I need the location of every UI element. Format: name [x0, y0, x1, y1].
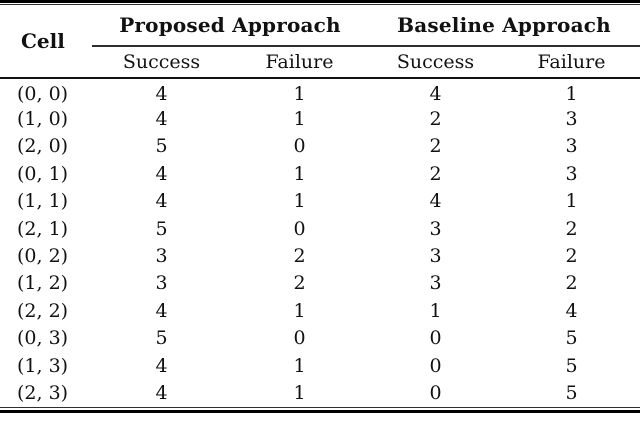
baseline-success-value: 3 [429, 245, 442, 268]
proposed-success-value: 4 [155, 190, 168, 213]
column-header-proposed-success: Success [92, 46, 231, 79]
proposed-failure-value: 1 [293, 190, 306, 213]
subheader-row: Success Failure Success Failure [0, 46, 640, 79]
proposed-success-value: 4 [155, 108, 168, 131]
table-row: (2, 2) 4 1 1 4 [0, 297, 640, 324]
cell-id: (0, 3) [17, 327, 69, 350]
table-row: (1, 2) 3 2 3 2 [0, 270, 640, 297]
baseline-failure-value: 3 [565, 162, 578, 185]
proposed-failure-value: 1 [293, 108, 306, 131]
baseline-success-value: 3 [429, 272, 442, 295]
column-group-baseline-approach: Baseline Approach [368, 5, 640, 47]
proposed-failure-value: 1 [293, 82, 306, 105]
bottom-rule [0, 406, 640, 413]
table-header: Cell Proposed Approach Baseline Approach… [0, 5, 640, 79]
baseline-failure-value: 4 [565, 299, 578, 322]
proposed-failure-value: 1 [293, 354, 306, 377]
proposed-failure-value: 0 [293, 217, 306, 240]
baseline-success-value: 0 [429, 327, 442, 350]
baseline-success-value: 2 [429, 135, 442, 158]
proposed-failure-value: 0 [293, 135, 306, 158]
cell-id: (1, 1) [17, 190, 69, 213]
baseline-failure-value: 3 [565, 108, 578, 131]
cell-id: (2, 3) [17, 381, 69, 404]
table-row: (0, 0) 4 1 4 1 [0, 78, 640, 105]
table-body: (0, 0) 4 1 4 1 (1, 0) 4 1 2 3 (2, 0) 5 0… [0, 78, 640, 407]
proposed-success-value: 4 [155, 162, 168, 185]
table-row: (1, 3) 4 1 0 5 [0, 352, 640, 379]
proposed-success-value: 4 [155, 381, 168, 404]
results-table: Cell Proposed Approach Baseline Approach… [0, 5, 640, 407]
table-row: (2, 1) 5 0 3 2 [0, 215, 640, 242]
baseline-success-value: 1 [429, 299, 442, 322]
cell-id: (1, 0) [17, 108, 69, 131]
table-row: (0, 2) 3 2 3 2 [0, 242, 640, 269]
baseline-failure-value: 2 [565, 272, 578, 295]
baseline-success-value: 4 [429, 190, 442, 213]
baseline-success-value: 4 [429, 82, 442, 105]
table-row: (1, 0) 4 1 2 3 [0, 105, 640, 132]
column-header-cell: Cell [0, 5, 92, 79]
proposed-success-value: 3 [155, 245, 168, 268]
table-row: (2, 0) 5 0 2 3 [0, 133, 640, 160]
baseline-failure-value: 5 [565, 327, 578, 350]
table-row: (2, 3) 4 1 0 5 [0, 379, 640, 406]
baseline-failure-value: 3 [565, 135, 578, 158]
table-row: (0, 1) 4 1 2 3 [0, 160, 640, 187]
baseline-failure-value: 2 [565, 217, 578, 240]
proposed-success-value: 4 [155, 82, 168, 105]
cell-id: (2, 0) [17, 135, 69, 158]
cell-id: (0, 0) [17, 82, 69, 105]
baseline-failure-value: 1 [565, 190, 578, 213]
table-row: (0, 3) 5 0 0 5 [0, 325, 640, 352]
proposed-failure-value: 0 [293, 327, 306, 350]
baseline-success-value: 2 [429, 108, 442, 131]
baseline-failure-value: 2 [565, 245, 578, 268]
column-header-baseline-success: Success [368, 46, 503, 79]
column-header-baseline-failure: Failure [503, 46, 640, 79]
cell-id: (1, 3) [17, 354, 69, 377]
proposed-failure-value: 2 [293, 272, 306, 295]
proposed-success-value: 5 [155, 135, 168, 158]
baseline-success-value: 2 [429, 162, 442, 185]
column-group-proposed-approach: Proposed Approach [92, 5, 368, 47]
cell-id: (0, 1) [17, 162, 69, 185]
cell-id: (2, 2) [17, 299, 69, 322]
baseline-success-value: 3 [429, 217, 442, 240]
baseline-failure-value: 1 [565, 82, 578, 105]
cell-id: (0, 2) [17, 245, 69, 268]
proposed-success-value: 4 [155, 354, 168, 377]
proposed-success-value: 5 [155, 217, 168, 240]
proposed-success-value: 4 [155, 299, 168, 322]
top-rule [0, 0, 640, 5]
baseline-failure-value: 5 [565, 354, 578, 377]
proposed-failure-value: 1 [293, 381, 306, 404]
group-header-row: Cell Proposed Approach Baseline Approach [0, 5, 640, 79]
proposed-failure-value: 1 [293, 299, 306, 322]
cell-id: (2, 1) [17, 217, 69, 240]
proposed-success-value: 3 [155, 272, 168, 295]
baseline-success-value: 0 [429, 381, 442, 404]
cell-id: (1, 2) [17, 272, 69, 295]
proposed-success-value: 5 [155, 327, 168, 350]
baseline-success-value: 0 [429, 354, 442, 377]
baseline-failure-value: 5 [565, 381, 578, 404]
proposed-failure-value: 1 [293, 162, 306, 185]
column-header-proposed-failure: Failure [231, 46, 368, 79]
proposed-failure-value: 2 [293, 245, 306, 268]
table-row: (1, 1) 4 1 4 1 [0, 188, 640, 215]
